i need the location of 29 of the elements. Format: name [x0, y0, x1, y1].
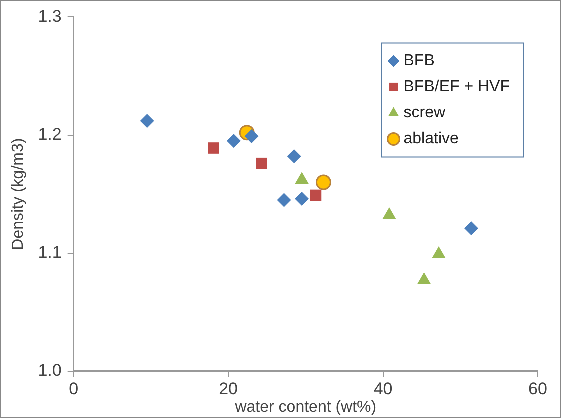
y-tick-label: 1.3 [38, 6, 62, 26]
point [382, 208, 396, 220]
x-tick-label: 20 [219, 379, 238, 398]
legend-label: ablative [404, 130, 460, 148]
point [417, 272, 432, 284]
legend-label: BFB [404, 52, 435, 70]
point [226, 134, 241, 148]
x-tick-label: 40 [374, 379, 393, 398]
point [464, 222, 478, 236]
x-tick-label: 0 [69, 379, 79, 398]
x-tick-label: 60 [528, 379, 548, 398]
point [310, 190, 322, 202]
legend-label: screw [404, 104, 446, 122]
y-axis-title: Density (kg/m3) [10, 138, 28, 250]
point [256, 158, 268, 170]
point [432, 246, 446, 259]
point [277, 193, 292, 208]
y-tick-label: 1.2 [38, 124, 62, 144]
point [208, 142, 220, 154]
point [287, 150, 302, 164]
point [295, 172, 309, 184]
point [244, 129, 259, 144]
point [295, 192, 310, 206]
point [316, 174, 332, 190]
point [140, 114, 154, 128]
y-tick-label: 1.1 [38, 243, 62, 262]
x-axis-title: water content (wt%) [234, 398, 377, 416]
y-tick-label: 1.0 [38, 361, 62, 380]
legend-label: BFB/EF + HVF [404, 78, 510, 96]
